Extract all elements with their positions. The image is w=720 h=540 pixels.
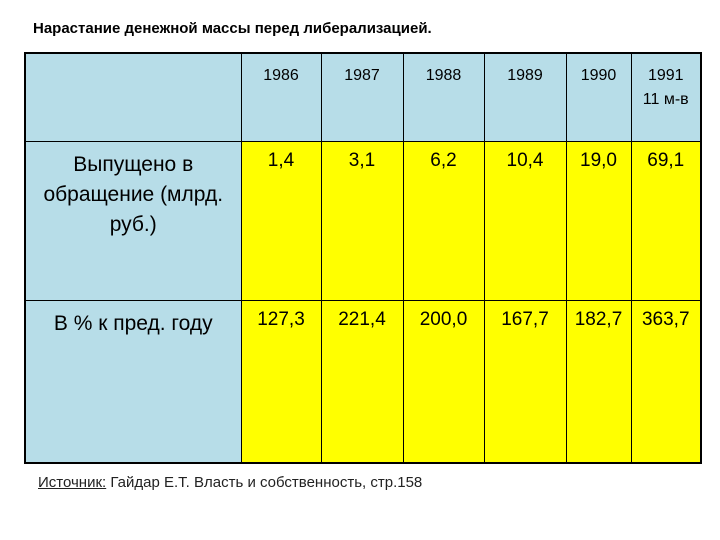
column-header: 1987 <box>320 52 404 142</box>
row-label: Выпущено в обращение (млрд. руб.) <box>24 140 242 301</box>
cell: 3,1 <box>320 140 404 301</box>
cell: 6,2 <box>402 140 485 301</box>
data-row: Выпущено в обращение (млрд. руб.) 1,4 3,… <box>24 140 702 301</box>
cell: 200,0 <box>402 299 485 463</box>
column-header: 1988 <box>402 52 485 142</box>
column-header-cell: 1991 11 м-в <box>630 52 702 142</box>
column-header: 1990 <box>565 52 632 142</box>
source-text: Гайдар Е.Т. Власть и собственность, стр.… <box>110 474 423 491</box>
cell: 69,1 <box>630 140 702 301</box>
cell: 363,7 <box>630 299 702 463</box>
title: Нарастание денежной массы перед либерали… <box>33 20 432 37</box>
cell: 182,7 <box>565 299 632 463</box>
header-row: 1986 1987 1988 1989 1990 1991 11 м-в <box>24 52 702 142</box>
column-note: 11 м-в <box>642 91 689 108</box>
cell: 1,4 <box>240 140 322 301</box>
column-header: 1991 <box>647 67 684 84</box>
row-label: В % к пред. году <box>24 299 242 463</box>
cell: 19,0 <box>565 140 632 301</box>
cell: 221,4 <box>320 299 404 463</box>
data-table: 1986 1987 1988 1989 1990 1991 11 м-в Выпу… <box>24 52 702 464</box>
column-header: 1989 <box>483 52 567 142</box>
corner-cell <box>24 52 242 142</box>
cell: 167,7 <box>483 299 567 463</box>
data-row: В % к пред. году 127,3 221,4 200,0 167,7… <box>24 299 702 463</box>
source-label: Источник: <box>38 474 107 491</box>
cell: 10,4 <box>483 140 567 301</box>
cell: 127,3 <box>240 299 322 463</box>
source: Источник: Гайдар Е.Т. Власть и собственн… <box>38 474 422 491</box>
column-header: 1986 <box>240 52 322 142</box>
